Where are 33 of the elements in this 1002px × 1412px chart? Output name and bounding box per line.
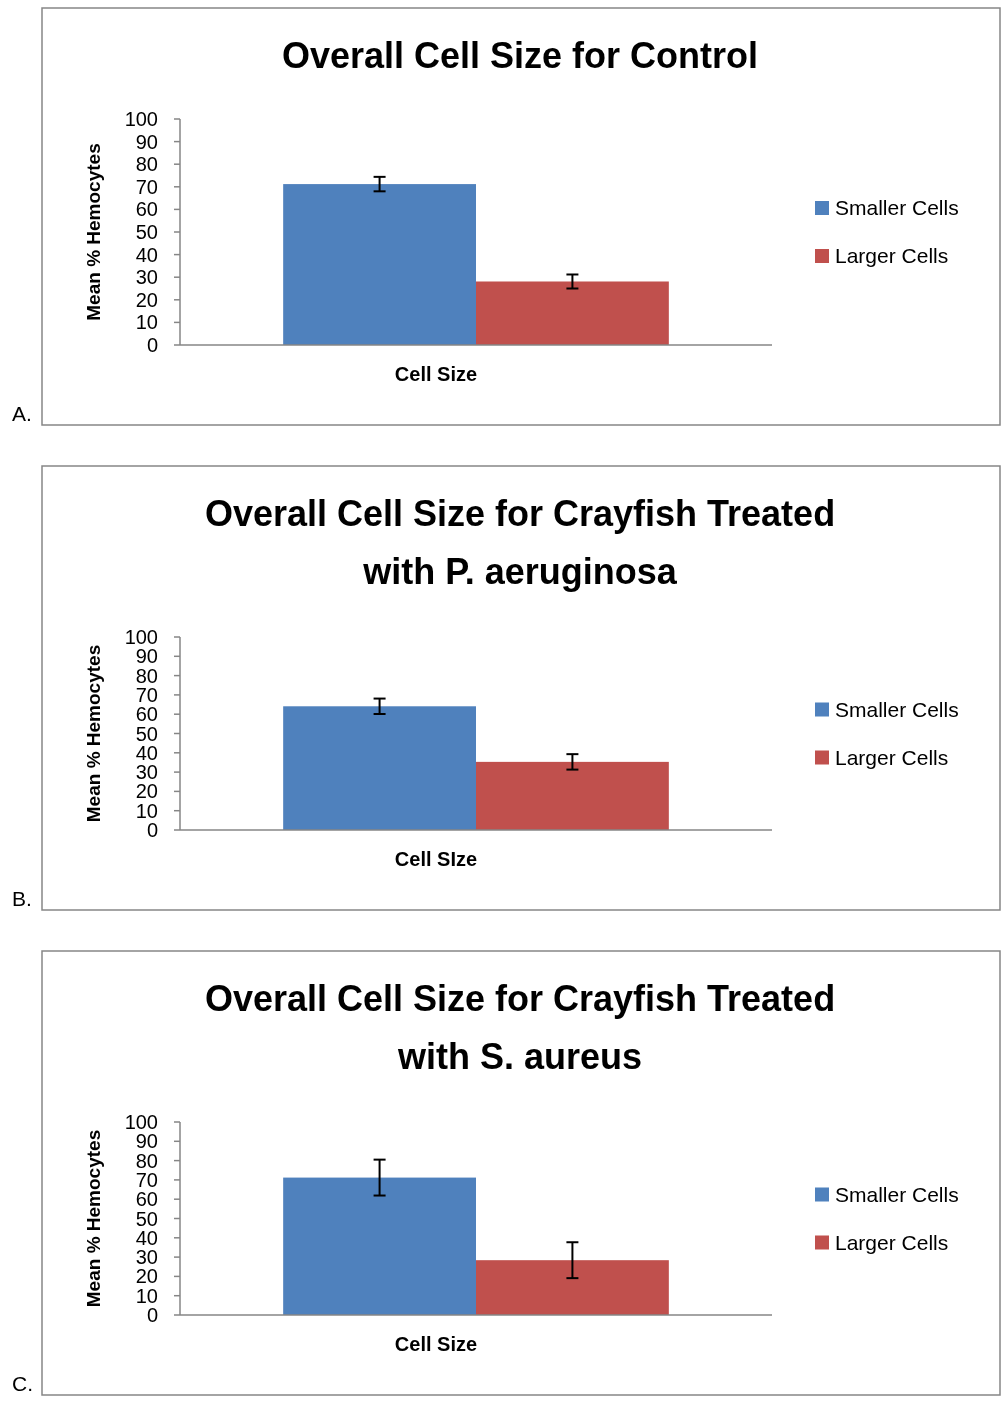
y-tick-label: 100 bbox=[124, 108, 158, 130]
y-axis-title: Mean % Hemocytes bbox=[83, 143, 104, 321]
text: A. bbox=[12, 402, 32, 425]
text: C. bbox=[12, 1372, 33, 1395]
y-tick-label: 90 bbox=[135, 130, 158, 153]
y-tick-label: 50 bbox=[135, 221, 158, 243]
y-tick-label: 0 bbox=[146, 819, 158, 841]
y-tick-label: 60 bbox=[135, 198, 158, 221]
chart-title: Overall Cell Size for Crayfish Treated with S. aureus bbox=[204, 978, 836, 1077]
y-tick-label: 10 bbox=[135, 311, 158, 334]
legend-label: Smaller Cells bbox=[835, 1182, 959, 1206]
y-tick-label: 20 bbox=[135, 288, 158, 311]
y-tick-label: 0 bbox=[146, 334, 158, 356]
y-tick-label: 80 bbox=[135, 153, 158, 176]
x-axis-title: Cell Size bbox=[394, 1333, 478, 1355]
y-tick-label: 0 bbox=[146, 1304, 158, 1326]
y-axis-title: Mean % Hemocytes bbox=[83, 644, 104, 823]
y-tick-label: 100 bbox=[124, 626, 158, 648]
x-axis-title: Cell SIze bbox=[394, 848, 478, 870]
y-axis-title: Mean % Hemocytes bbox=[83, 1129, 104, 1308]
x-axis-title: Cell Size bbox=[394, 363, 478, 385]
y-tick-label: 40 bbox=[135, 243, 158, 266]
legend-label: Larger Cells bbox=[835, 745, 949, 769]
legend-label: Larger Cells bbox=[835, 1230, 949, 1254]
legend-label: Smaller Cells bbox=[835, 196, 959, 220]
text: B. bbox=[12, 887, 32, 910]
chart-title: Overall Cell Size for Crayfish Treated with P. aeruginosa bbox=[204, 493, 836, 592]
y-tick-label: 30 bbox=[135, 266, 158, 289]
legend-label: Smaller Cells bbox=[835, 697, 959, 721]
y-tick-label: 70 bbox=[135, 175, 158, 198]
legend-label: Larger Cells bbox=[835, 244, 949, 268]
chart-title: Overall Cell Size for Control bbox=[281, 35, 759, 76]
y-tick-label: 100 bbox=[124, 1111, 158, 1133]
